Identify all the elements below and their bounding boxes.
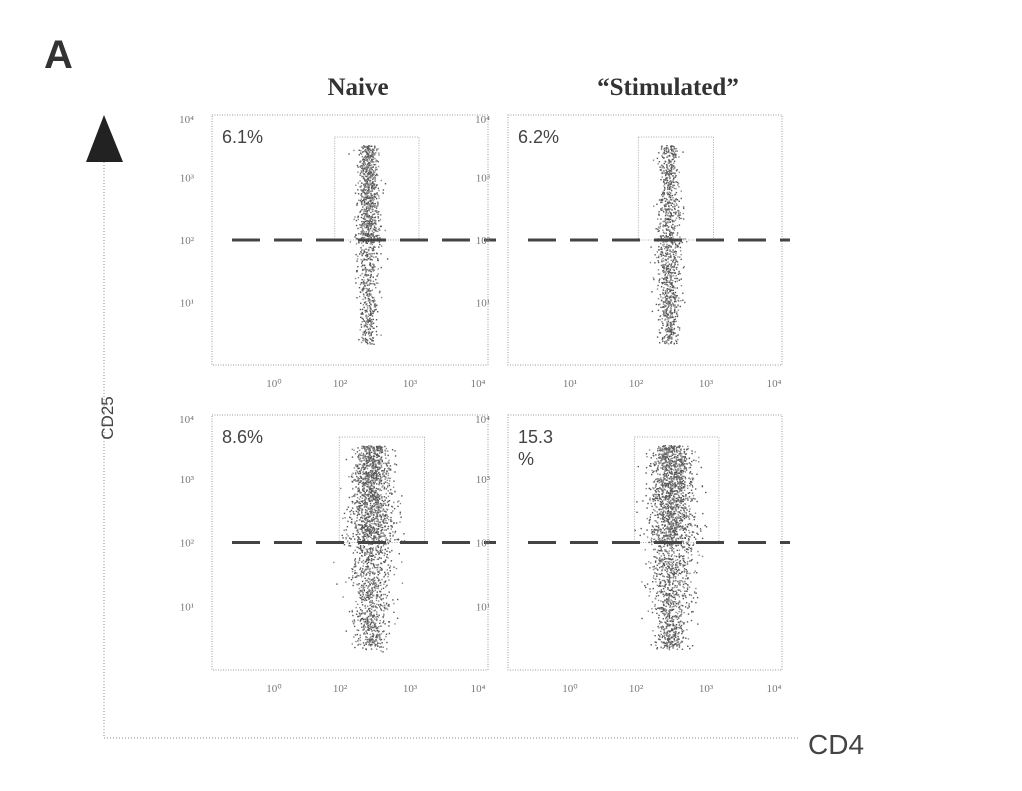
panel-letter: A bbox=[44, 33, 73, 77]
gate-box bbox=[335, 137, 419, 240]
y-axis-label: CD25 bbox=[98, 396, 117, 439]
x-tick-label: 10² bbox=[333, 683, 348, 695]
x-tick-label: 10² bbox=[629, 683, 644, 695]
y-tick-label: 10⁴ bbox=[475, 414, 490, 426]
x-tick-label: 10⁰ bbox=[562, 683, 578, 695]
gate-percent-label: 6.2% bbox=[518, 127, 559, 147]
y-tick-label: 10² bbox=[476, 538, 491, 550]
column-title-stimulated: “Stimulated” bbox=[597, 74, 739, 101]
y-tick-label: 10¹ bbox=[180, 298, 194, 310]
cell-dots bbox=[650, 145, 688, 345]
cell-dots bbox=[635, 445, 708, 650]
y-tick-label: 10¹ bbox=[180, 601, 194, 613]
x-tick-label: 10³ bbox=[403, 378, 418, 390]
x-tick-label: 10⁰ bbox=[266, 683, 282, 695]
gate-percent-label: 15.3% bbox=[518, 427, 553, 469]
y-tick-label: 10³ bbox=[180, 474, 195, 486]
y-tick-label: 10³ bbox=[476, 173, 491, 185]
y-tick-label: 10⁴ bbox=[475, 114, 490, 126]
y-tick-label: 10⁴ bbox=[179, 114, 194, 126]
cell-dots bbox=[333, 445, 405, 653]
scatter-panel: 6.1% 10⁴ 10³ 10² 10¹ 10⁰ 10² 10³ 10⁴ bbox=[179, 114, 496, 390]
y-tick-label: 10² bbox=[180, 538, 195, 550]
gate-percent-label: 6.1% bbox=[222, 127, 263, 147]
x-tick-label: 10¹ bbox=[563, 378, 577, 390]
y-tick-label: 10⁴ bbox=[179, 414, 194, 426]
x-axis-label: CD4 bbox=[808, 729, 864, 760]
scatter-panel: 6.2% 10⁴ 10³ 10² 10¹ 10¹ 10² 10³ 10⁴ bbox=[475, 114, 790, 390]
gate-percent-label: 8.6% bbox=[222, 427, 263, 447]
x-tick-label: 10⁴ bbox=[767, 378, 782, 390]
y-tick-label: 10¹ bbox=[476, 601, 490, 613]
x-tick-label: 10² bbox=[629, 378, 644, 390]
x-tick-label: 10³ bbox=[699, 378, 714, 390]
y-tick-label: 10² bbox=[180, 235, 195, 247]
y-tick-label: 10³ bbox=[180, 173, 195, 185]
y-axis-arrow-icon bbox=[86, 115, 123, 162]
x-tick-label: 10⁴ bbox=[471, 683, 486, 695]
y-tick-label: 10² bbox=[476, 235, 491, 247]
y-tick-label: 10¹ bbox=[476, 298, 490, 310]
column-title-naive: Naive bbox=[327, 74, 388, 101]
cell-dots bbox=[348, 145, 388, 345]
x-tick-label: 10⁴ bbox=[767, 683, 782, 695]
scatter-panel: 15.3% 10⁴ 10³ 10² 10¹ 10⁰ 10² 10³ 10⁴ bbox=[475, 414, 790, 695]
x-tick-label: 10³ bbox=[403, 683, 418, 695]
x-tick-label: 10⁰ bbox=[266, 378, 282, 390]
x-tick-label: 10⁴ bbox=[471, 378, 486, 390]
x-tick-label: 10³ bbox=[699, 683, 714, 695]
scatter-panel: 8.6% 10⁴ 10³ 10² 10¹ 10⁰ 10² 10³ 10⁴ bbox=[179, 414, 496, 695]
x-tick-label: 10² bbox=[333, 378, 348, 390]
y-tick-label: 10³ bbox=[476, 474, 491, 486]
